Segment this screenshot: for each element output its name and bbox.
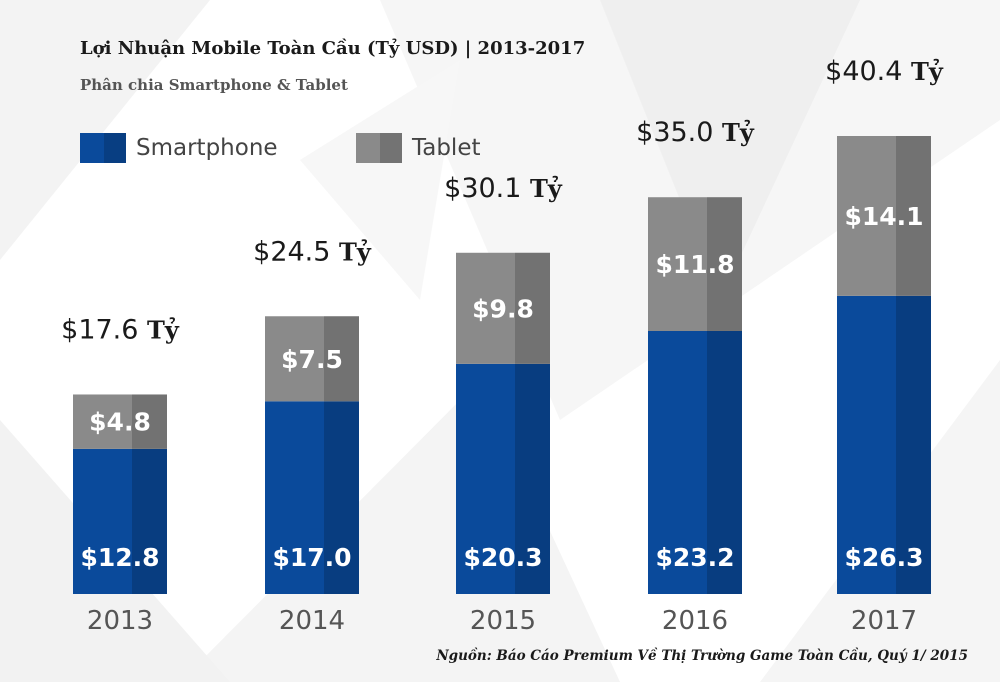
bar-tablet-2015: [456, 252, 550, 364]
total-label-2017: $40.4 Tỷ: [825, 56, 944, 87]
value-label-smartphone-2017: $26.3: [844, 543, 923, 572]
bar-shade-tablet-2016: [707, 197, 742, 331]
bar-smartphone-2017: [837, 295, 931, 594]
value-label-tablet-2014: $7.5: [281, 345, 343, 374]
x-tick-label-2013: 2013: [87, 606, 153, 636]
x-tick-label-2017: 2017: [851, 606, 917, 636]
legend-swatch-smartphone: [80, 133, 126, 163]
legend-item-tablet: Tablet: [356, 132, 481, 164]
legend-label-tablet: Tablet: [412, 135, 481, 161]
value-label-tablet-2017: $14.1: [844, 202, 923, 231]
value-label-tablet-2015: $9.8: [472, 294, 534, 323]
bar-shade-tablet-2017: [896, 136, 931, 296]
bar-tablet-2013: [73, 394, 167, 449]
bar-shade-smartphone-2015: [515, 363, 550, 594]
bar-smartphone-2014: [265, 401, 359, 594]
bar-shade-smartphone-2016: [707, 330, 742, 594]
chart-title: Lợi Nhuận Mobile Toàn Cầu (Tỷ USD) | 201…: [80, 38, 586, 59]
value-label-tablet-2013: $4.8: [89, 408, 151, 437]
bar-tablet-2014: [265, 316, 359, 402]
total-label-2015: $30.1 Tỷ: [444, 173, 563, 204]
bar-shade-tablet-2014: [324, 316, 359, 402]
legend-swatch-tablet: [356, 133, 402, 163]
total-label-2013: $17.6 Tỷ: [61, 314, 180, 345]
value-label-tablet-2016: $11.8: [655, 250, 734, 279]
bar-smartphone-2015: [456, 363, 550, 594]
value-label-smartphone-2014: $17.0: [272, 543, 351, 572]
bar-shade-tablet-2015: [515, 252, 550, 364]
x-tick-label-2014: 2014: [279, 606, 345, 636]
legend-label-smartphone: Smartphone: [136, 135, 278, 161]
total-label-2014: $24.5 Tỷ: [253, 236, 372, 267]
bar-smartphone-2016: [648, 330, 742, 594]
legend-item-smartphone: Smartphone: [80, 132, 278, 164]
bar-shade-smartphone-2017: [896, 295, 931, 594]
x-tick-label-2016: 2016: [662, 606, 728, 636]
bar-tablet-2017: [837, 136, 931, 296]
value-label-smartphone-2013: $12.8: [80, 543, 159, 572]
x-tick-label-2015: 2015: [470, 606, 536, 636]
bar-tablet-2016: [648, 197, 742, 331]
value-label-smartphone-2016: $23.2: [655, 543, 734, 572]
bar-shade-smartphone-2014: [324, 401, 359, 594]
bar-shade-tablet-2013: [132, 394, 167, 449]
bar-shade-smartphone-2013: [132, 448, 167, 594]
source-note: Nguồn: Báo Cáo Premium Về Thị Trường Gam…: [436, 648, 968, 664]
chart-subtitle: Phân chia Smartphone & Tablet: [80, 76, 348, 94]
value-label-smartphone-2015: $20.3: [463, 543, 542, 572]
total-label-2016: $35.0 Tỷ: [636, 117, 755, 148]
bar-smartphone-2013: [73, 448, 167, 594]
